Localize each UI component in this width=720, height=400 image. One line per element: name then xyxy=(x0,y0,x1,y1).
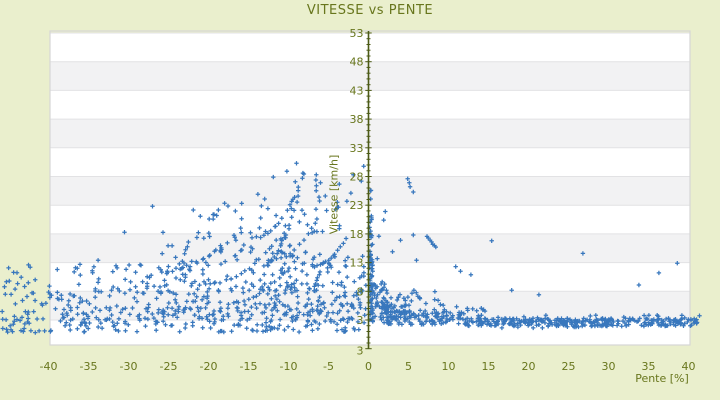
x-tick-label: 30 xyxy=(602,360,616,373)
y-tick-label: 3 xyxy=(357,344,364,357)
scatter-points xyxy=(0,161,702,335)
y-tick-label: 33 xyxy=(350,142,364,155)
x-tick-label: 0 xyxy=(365,360,372,373)
x-tick-label: 25 xyxy=(562,360,576,373)
x-tick-label: 40 xyxy=(682,360,696,373)
y-tick-label: 48 xyxy=(350,56,364,69)
x-tick-label: -5 xyxy=(323,360,334,373)
plot-border xyxy=(49,30,691,346)
x-axis-title: Pente [%] xyxy=(635,372,689,385)
y-axis xyxy=(365,31,372,350)
page-title: VITESSE vs PENTE xyxy=(306,3,434,18)
y-tick-label: 3 xyxy=(357,314,364,327)
y-axis-title: Vitesse [km/h] xyxy=(327,154,341,235)
x-tick-label: 10 xyxy=(442,360,456,373)
x-tick-label: 20 xyxy=(522,360,536,373)
x-tick-label: -30 xyxy=(120,360,138,373)
y-tick-label: 8 xyxy=(357,285,364,298)
x-tick-label: -40 xyxy=(40,360,58,373)
y-tick-label: 28 xyxy=(350,171,364,184)
y-tick-label: 43 xyxy=(350,84,364,97)
y-tick-label: 13 xyxy=(350,257,364,270)
x-tick-label: -20 xyxy=(200,360,218,373)
x-tick-label: -15 xyxy=(240,360,258,373)
x-tick-label: -35 xyxy=(80,360,98,373)
y-tick-label: 53 xyxy=(350,27,364,40)
x-tick-label: 5 xyxy=(405,360,412,373)
x-tick-label: -10 xyxy=(280,360,298,373)
y-tick-label: 23 xyxy=(350,199,364,212)
x-tick-label: 15 xyxy=(482,360,496,373)
x-tick-label: -25 xyxy=(160,360,178,373)
x-tick-label: 35 xyxy=(642,360,656,373)
x-tick-labels: -40 -35 -30 -25 -20 -15 -10 -5 0 5 10 15 20 25 30 35 40 xyxy=(40,360,696,373)
y-tick-label: 18 xyxy=(350,228,364,241)
y-tick-label: 38 xyxy=(350,113,364,126)
